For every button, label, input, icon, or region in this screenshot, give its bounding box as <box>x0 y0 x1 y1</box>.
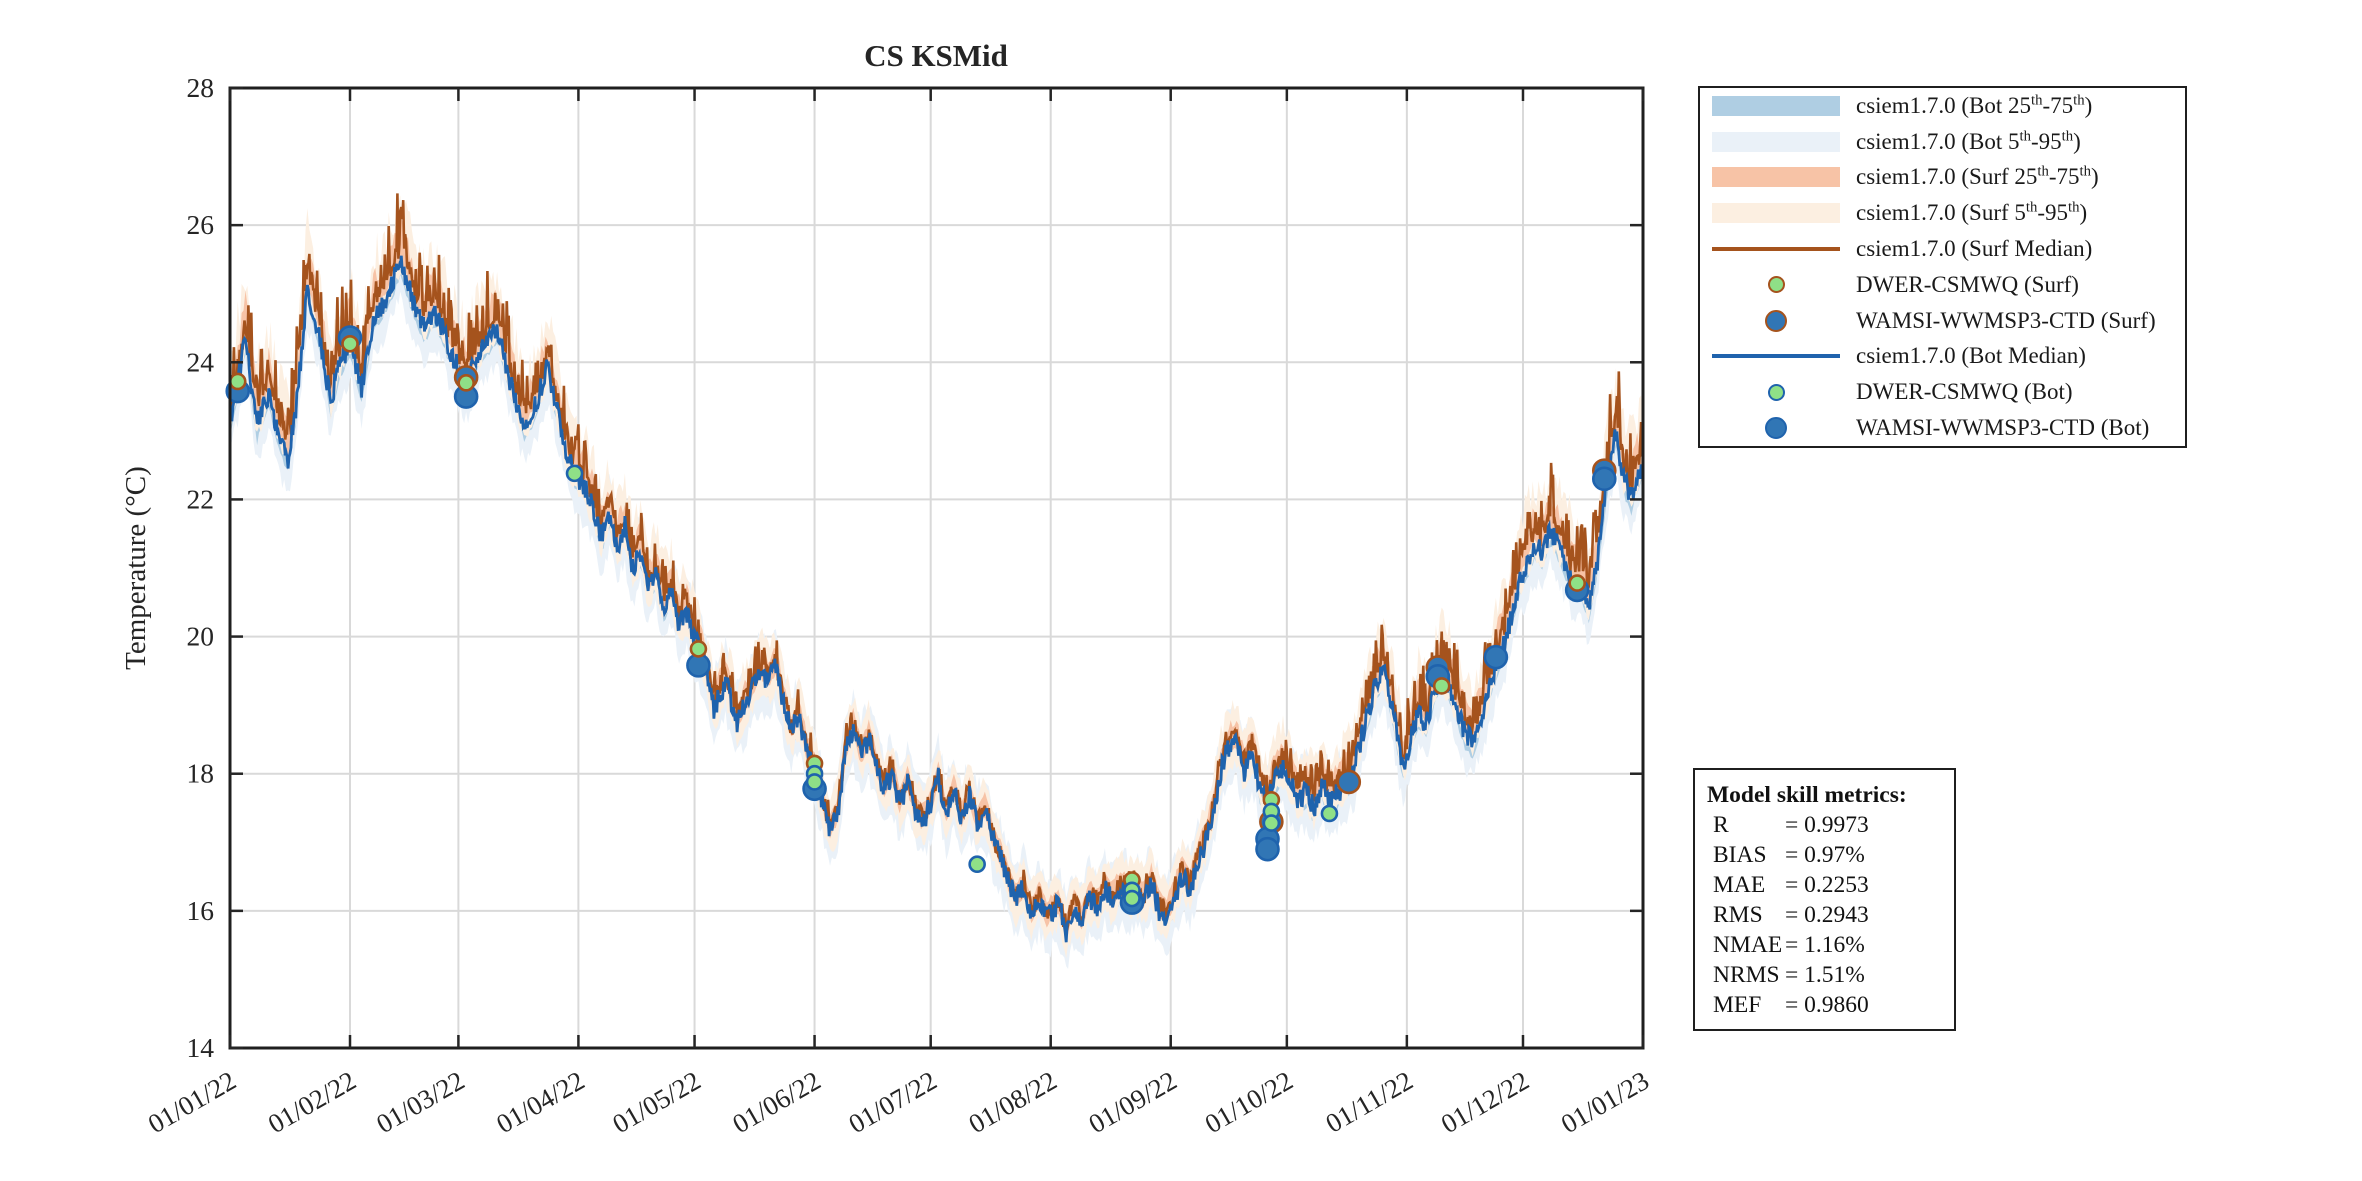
legend-item-label: WAMSI-WWMSP3-CTD (Surf) <box>1856 307 2156 333</box>
legend-patch-swatch <box>1712 203 1840 224</box>
legend-patch-swatch <box>1712 167 1840 188</box>
legend-patch-swatch <box>1712 95 1840 116</box>
y-tick-label: 28 <box>187 72 215 103</box>
y-tick-labels: 14 16 18 20 22 24 26 28 <box>187 72 215 1063</box>
y-tick-label: 18 <box>187 758 215 789</box>
obs-dwer-surf <box>689 640 708 658</box>
obs-dwer-bot <box>968 855 986 874</box>
legend-item: csiem1.7.0 (Bot 25th-75th) <box>1700 89 2185 123</box>
obs-dwer-surf <box>341 334 359 353</box>
y-tick-label: 24 <box>187 346 215 377</box>
legend-item-label: csiem1.7.0 (Surf 5th-95th) <box>1856 199 2088 226</box>
gridlines <box>230 88 1643 1048</box>
x-tick-label: 01/03/22 <box>371 1065 469 1139</box>
metric-row-nrms: NRMS = 1.51% <box>1713 962 1865 988</box>
metric-row-r: R = 0.9973 <box>1713 812 1869 838</box>
legend-item: WAMSI-WWMSP3-CTD (Surf) <box>1700 304 2185 338</box>
legend-line-swatch <box>1712 247 1840 252</box>
legend-item: DWER-CSMWQ (Bot) <box>1700 375 2185 409</box>
legend-item-label: csiem1.7.0 (Surf 25th-75th) <box>1856 163 2099 190</box>
y-tick-label: 16 <box>187 895 215 926</box>
legend-item: WAMSI-WWMSP3-CTD (Bot) <box>1700 411 2185 445</box>
obs-dwer-surf <box>457 374 475 392</box>
legend: csiem1.7.0 (Bot 25th-75th) csiem1.7.0 (Bo… <box>1698 86 2187 448</box>
x-tick-labels: 01/01/22 01/02/22 01/03/22 01/04/22 01/05/22… <box>143 1065 1654 1139</box>
legend-marker-swatch <box>1712 417 1840 440</box>
x-tick-label: 01/02/22 <box>263 1065 361 1139</box>
legend-item-label: csiem1.7.0 (Bot 5th-95th) <box>1856 128 2081 154</box>
legend-item-label: DWER-CSMWQ (Bot) <box>1856 379 2073 405</box>
legend-item: csiem1.7.0 (Surf 5th-95th) <box>1700 196 2185 230</box>
x-tick-label: 01/11/22 <box>1321 1065 1418 1138</box>
obs-dwer-bot <box>1123 889 1141 908</box>
x-tick-label: 01/07/22 <box>844 1065 942 1139</box>
x-tick-label: 01/06/22 <box>727 1065 825 1139</box>
legend-item-label: DWER-CSMWQ (Surf) <box>1856 271 2079 297</box>
legend-patch-swatch <box>1712 131 1840 152</box>
legend-marker-swatch <box>1712 276 1840 294</box>
legend-item: DWER-CSMWQ (Surf) <box>1700 268 2185 302</box>
obs-dwer-bot <box>1320 804 1339 823</box>
metric-row-mef: MEF = 0.9860 <box>1713 992 1869 1018</box>
x-tick-label: 01/04/22 <box>491 1065 589 1139</box>
obs-wamsi-bot <box>1591 466 1617 492</box>
legend-marker-swatch <box>1712 383 1840 401</box>
legend-line-swatch <box>1712 354 1840 359</box>
y-tick-label: 20 <box>187 621 215 652</box>
x-tick-label: 01/08/22 <box>964 1065 1062 1139</box>
obs-wamsi-bot <box>1255 836 1280 862</box>
legend-item: csiem1.7.0 (Bot 5th-95th) <box>1700 125 2185 159</box>
obs-dwer-bot <box>805 773 824 791</box>
legend-item: csiem1.7.0 (Surf 25th-75th) <box>1700 160 2185 194</box>
metric-row-bias: BIAS = 0.97% <box>1713 842 1865 868</box>
legend-item: csiem1.7.0 (Bot Median) <box>1700 339 2185 373</box>
legend-marker-swatch <box>1712 309 1840 332</box>
legend-item-label: WAMSI-WWMSP3-CTD (Bot) <box>1856 415 2150 441</box>
model-skill-metrics-box: Model skill metrics: R = 0.9973 BIAS = 0.97… <box>1693 768 1956 1031</box>
metric-row-mae: MAE = 0.2253 <box>1713 872 1869 898</box>
metric-row-rms: RMS = 0.2943 <box>1713 902 1869 928</box>
y-tick-label: 22 <box>187 483 215 514</box>
metrics-rows: R = 0.9973 BIAS = 0.97% MAE = 0.2253 RMS = 0.29… <box>1707 810 1948 1020</box>
obs-dwer-surf <box>1432 677 1451 695</box>
metric-row-nmae: NMAE = 1.16% <box>1713 932 1865 958</box>
x-tick-label: 01/05/22 <box>607 1065 705 1139</box>
obs-dwer-surf <box>228 372 247 391</box>
axes-box <box>228 86 1645 1050</box>
legend-item-label: csiem1.7.0 (Surf Median) <box>1856 236 2093 262</box>
x-tick-label: 01/01/23 <box>1556 1065 1654 1139</box>
obs-wamsi-bot <box>1483 644 1509 670</box>
obs-wamsi-surf <box>1336 769 1362 795</box>
y-tick-label: 26 <box>187 209 215 240</box>
x-tick-label: 01/12/22 <box>1436 1065 1534 1139</box>
obs-dwer-surf <box>1568 574 1586 592</box>
obs-dwer-bot <box>565 464 584 483</box>
x-tick-label: 01/09/22 <box>1084 1065 1182 1139</box>
band-bot-5-95 <box>230 233 1643 969</box>
obs-dwer-bot <box>1262 814 1281 832</box>
x-tick-label: 01/01/22 <box>143 1065 241 1139</box>
chart-title: CS KSMid <box>864 38 1008 73</box>
legend-item-label: csiem1.7.0 (Bot 25th-75th) <box>1856 92 2093 118</box>
legend-item-label: csiem1.7.0 (Bot Median) <box>1856 343 2086 369</box>
metrics-heading: Model skill metrics: <box>1707 782 1907 808</box>
axis-ticks <box>228 86 1645 1050</box>
legend-item: csiem1.7.0 (Surf Median) <box>1700 232 2185 266</box>
x-tick-label: 01/10/22 <box>1200 1065 1298 1139</box>
y-axis-label: Temperature (°C) <box>120 466 152 670</box>
y-tick-label: 14 <box>187 1032 215 1063</box>
observation-markers <box>225 325 1617 915</box>
